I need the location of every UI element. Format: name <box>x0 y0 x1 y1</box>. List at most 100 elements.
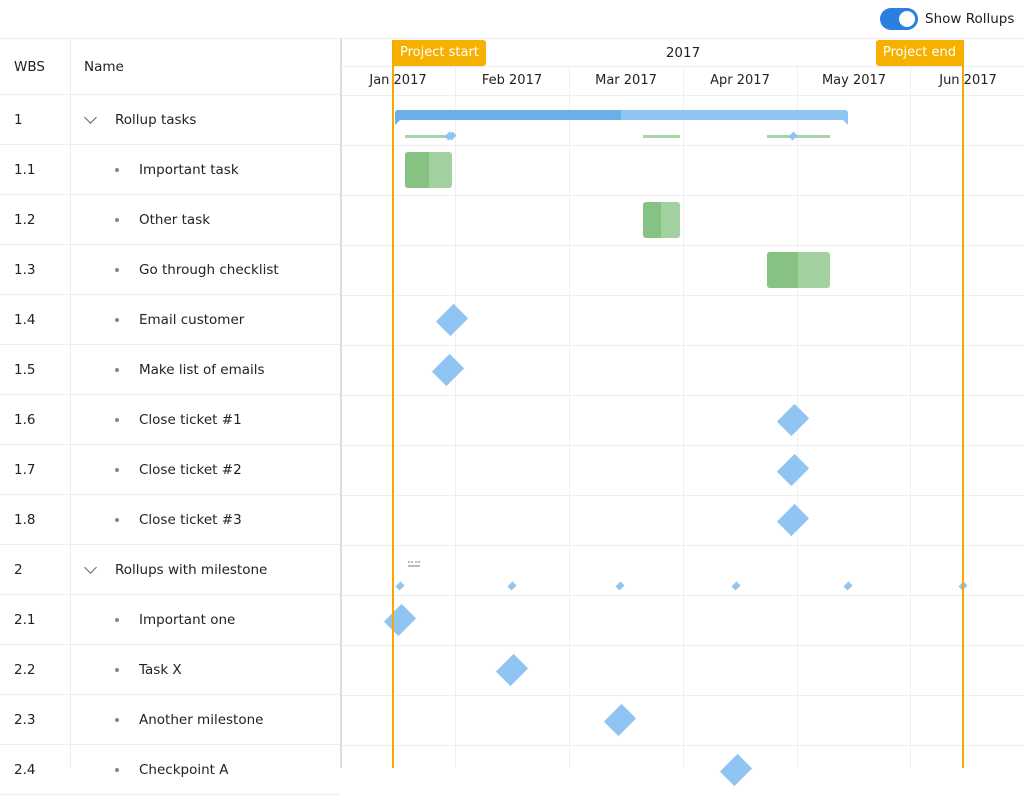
milestone-email-customer[interactable] <box>435 303 469 337</box>
task-name: Another milestone <box>139 711 264 728</box>
table-row[interactable]: 1.1 Important task <box>0 145 340 195</box>
task-bar-important-task[interactable] <box>405 152 452 188</box>
toggle-knob <box>899 11 915 27</box>
row-divider <box>342 495 1024 496</box>
summary-bar-right-cap <box>842 119 848 125</box>
task-bar-go-through-checklist[interactable] <box>767 252 830 288</box>
task-name: Checkpoint A <box>139 761 229 778</box>
rollup-line <box>767 135 830 138</box>
table-row[interactable]: 1.2 Other task <box>0 195 340 245</box>
wbs-cell: 1.4 <box>14 311 36 328</box>
task-bar-other-task[interactable] <box>643 202 680 238</box>
table-row[interactable]: 2.3 Another milestone <box>0 695 340 745</box>
row-divider <box>342 745 1024 746</box>
task-name: Email customer <box>139 311 245 328</box>
column-header-wbs[interactable]: WBS <box>0 39 70 95</box>
rollup-line <box>643 135 680 138</box>
milestone-make-list-of-emails[interactable] <box>431 353 465 387</box>
table-row[interactable]: 1.8 Close ticket #3 <box>0 495 340 545</box>
bullet-icon <box>115 717 119 722</box>
chevron-down-icon[interactable] <box>84 110 97 124</box>
row-divider <box>342 595 1024 596</box>
task-name: Close ticket #3 <box>139 511 242 528</box>
collapsed-rollup-icon <box>408 561 420 567</box>
milestone-close-ticket-2[interactable] <box>776 453 810 487</box>
project-end-line <box>962 40 964 768</box>
column-header-name[interactable]: Name <box>70 39 340 95</box>
rollup-milestone <box>843 581 853 591</box>
table-row[interactable]: 1 Rollup tasks <box>0 95 340 145</box>
wbs-cell: 2.4 <box>14 761 36 778</box>
task-name: Make list of emails <box>139 361 265 378</box>
wbs-cell: 1.6 <box>14 411 36 428</box>
column-divider <box>70 39 71 768</box>
row-divider <box>342 695 1024 696</box>
wbs-cell: 1 <box>14 111 23 128</box>
month-header: Mar 2017 <box>595 73 657 88</box>
table-row[interactable]: 2 Rollups with milestone <box>0 545 340 595</box>
month-header: Feb 2017 <box>481 73 543 88</box>
year-header: 2017 <box>665 45 701 61</box>
wbs-cell: 1.8 <box>14 511 36 528</box>
year-row-divider <box>342 66 1024 67</box>
summary-progress <box>395 110 621 120</box>
toolbar: Show Rollups <box>0 0 1024 39</box>
milestone-another-milestone[interactable] <box>603 703 637 737</box>
bullet-icon <box>115 367 119 372</box>
milestone-important-one[interactable] <box>383 603 417 637</box>
task-name: Important task <box>139 161 239 178</box>
table-row[interactable]: 2.4 Checkpoint A <box>0 745 340 795</box>
task-grid: WBS Name 1 Rollup tasks 1.1 Important task 1… <box>0 39 342 795</box>
bullet-icon <box>115 167 119 172</box>
table-row[interactable]: 1.4 Email customer <box>0 295 340 345</box>
month-header: May 2017 <box>821 73 887 88</box>
table-row[interactable]: 2.1 Important one <box>0 595 340 645</box>
milestone-task-x[interactable] <box>495 653 529 687</box>
milestone-close-ticket-1[interactable] <box>776 403 810 437</box>
chevron-down-icon[interactable] <box>84 560 97 574</box>
bullet-icon <box>115 517 119 522</box>
wbs-cell: 1.1 <box>14 161 36 178</box>
table-row[interactable]: 1.5 Make list of emails <box>0 345 340 395</box>
task-name: Rollups with milestone <box>115 561 268 578</box>
task-name: Other task <box>139 211 211 228</box>
row-divider <box>342 345 1024 346</box>
row-divider <box>342 645 1024 646</box>
row-divider <box>342 145 1024 146</box>
bullet-icon <box>115 217 119 222</box>
bullet-icon <box>115 617 119 622</box>
wbs-cell: 1.5 <box>14 361 36 378</box>
milestone-close-ticket-3[interactable] <box>776 503 810 537</box>
wbs-cell: 2.1 <box>14 611 36 628</box>
task-name: Close ticket #2 <box>139 461 242 478</box>
wbs-cell: 1.3 <box>14 261 36 278</box>
row-divider <box>342 295 1024 296</box>
month-gridline <box>569 67 570 768</box>
header-divider <box>342 95 1024 96</box>
milestone-checkpoint-a[interactable] <box>719 753 753 787</box>
rollup-line <box>405 135 452 138</box>
bullet-icon <box>115 417 119 422</box>
table-row[interactable]: 1.7 Close ticket #2 <box>0 445 340 495</box>
wbs-cell: 2.2 <box>14 661 36 678</box>
bullet-icon <box>115 667 119 672</box>
summary-bar-left-cap <box>395 119 401 125</box>
task-name: Task X <box>139 661 182 678</box>
month-gridline <box>910 67 911 768</box>
summary-bar-rollup-tasks[interactable] <box>395 110 848 120</box>
project-end-label: Project end <box>875 40 963 66</box>
row-divider <box>342 545 1024 546</box>
show-rollups-toggle[interactable] <box>880 8 918 30</box>
table-row[interactable]: 1.3 Go through checklist <box>0 245 340 295</box>
table-row[interactable]: 2.2 Task X <box>0 645 340 695</box>
show-rollups-label: Show Rollups <box>925 11 1015 27</box>
project-start-line <box>392 40 394 768</box>
rollup-milestone <box>615 581 625 591</box>
bullet-icon <box>115 267 119 272</box>
rollup-milestone <box>731 581 741 591</box>
rollup-milestone <box>507 581 517 591</box>
month-header: Jun 2017 <box>939 73 997 88</box>
row-divider <box>342 395 1024 396</box>
table-row[interactable]: 1.6 Close ticket #1 <box>0 395 340 445</box>
bullet-icon <box>115 467 119 472</box>
